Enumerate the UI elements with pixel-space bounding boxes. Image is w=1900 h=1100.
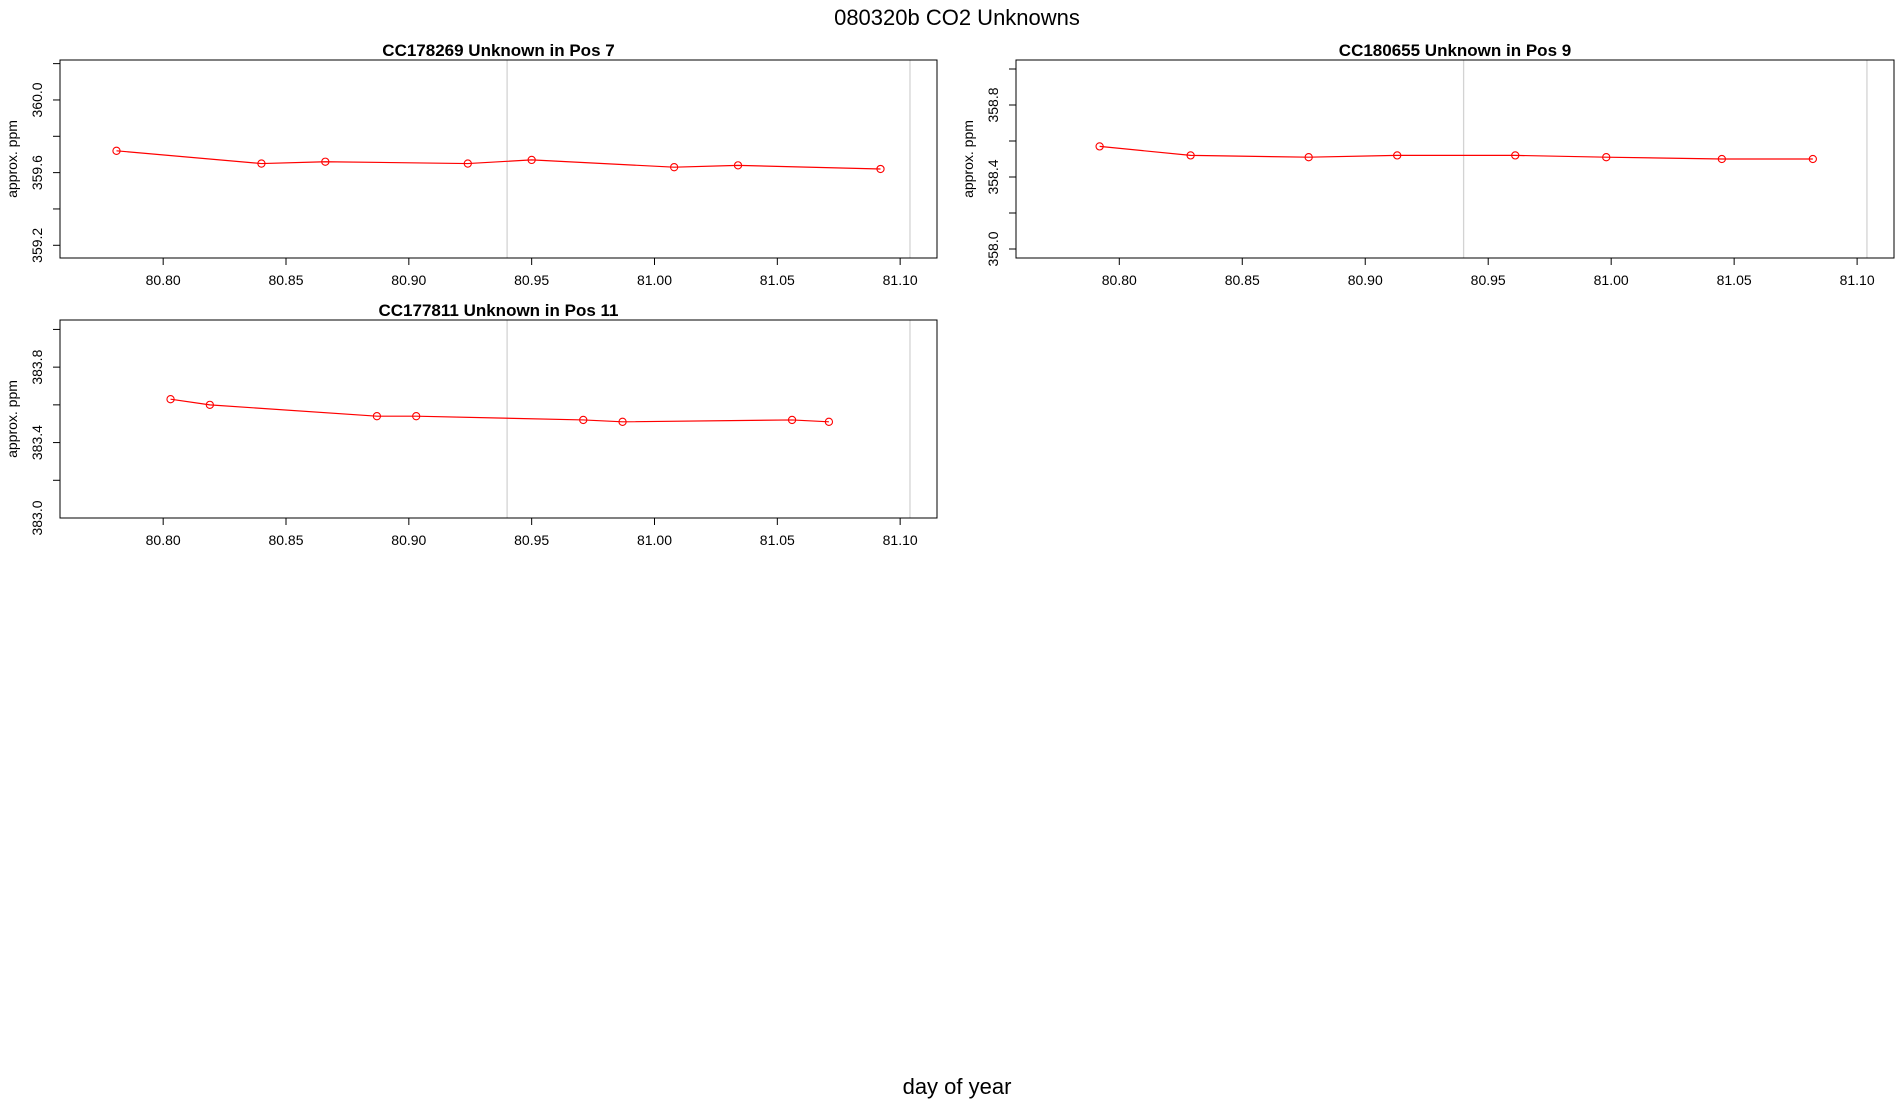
panel-3: CC177811 Unknown in Pos 11 80.80 80.85 80.9… [4, 301, 938, 548]
panel-1-point-8 [876, 164, 885, 174]
panel-1-y-axis-label: approx. ppm [4, 120, 20, 198]
panel-1-point-7 [733, 161, 743, 170]
panel-3-point-5 [579, 415, 588, 425]
panel-3-series-line [170, 398, 829, 423]
panel-2-point-7 [1717, 154, 1726, 164]
panel-2-xtick-label-3: 80.90 [1348, 272, 1383, 288]
panel-1-point-2 [257, 159, 266, 168]
panel-2-y-axis-label: approx. ppm [960, 120, 976, 198]
panel-3-ytick-label-3: 383.8 [29, 349, 45, 384]
panel-1-series-line [116, 150, 881, 170]
panel-3-ytick-label-2: 383.4 [29, 425, 45, 460]
panel-1-point-6 [669, 163, 679, 172]
x-axis-label: day of year [903, 1074, 1012, 1099]
figure-title: 080320b CO2 Unknowns [834, 5, 1080, 30]
panel-3-point-7 [787, 415, 797, 425]
panel-3-xtick-label-6: 81.05 [760, 532, 795, 548]
panel-2-title: CC180655 Unknown in Pos 9 [1339, 41, 1571, 60]
panel-3-xtick-label-4: 80.95 [514, 532, 549, 548]
panel-3-ytick-label-1: 383.0 [29, 500, 45, 535]
panel-1-ytick-label-2: 359.6 [29, 155, 45, 190]
panel-1-xtick-label-7: 81.10 [883, 272, 918, 288]
panel-3-point-6 [618, 417, 627, 426]
panel-1-xtick-label-1: 80.80 [146, 272, 181, 288]
panel-3-xtick-label-7: 81.10 [883, 532, 918, 548]
panels: CC178269 Unknown in Pos 7 80.80 80.85 80.90… [4, 41, 1895, 548]
panel-3-xtick-label-1: 80.80 [146, 532, 181, 548]
panel-2-xtick-label-1: 80.80 [1102, 272, 1137, 288]
panel-1: CC178269 Unknown in Pos 7 80.80 80.85 80.90… [4, 41, 938, 288]
panel-2-point-3 [1304, 153, 1313, 162]
panel-2-xtick-label-7: 81.10 [1840, 272, 1875, 288]
panel-2-xtick-label-5: 81.00 [1594, 272, 1629, 288]
panel-2-point-4 [1393, 151, 1402, 160]
panel-2-xtick-label-6: 81.05 [1717, 272, 1752, 288]
panel-1-xtick-label-2: 80.85 [268, 272, 303, 288]
panel-3-frame [59, 319, 938, 519]
panel-1-point-1 [112, 146, 121, 155]
panel-2-point-5 [1511, 151, 1520, 160]
panel-3-point-4 [412, 412, 421, 421]
panel-3-xtick-label-3: 80.90 [391, 532, 426, 548]
panel-3-title: CC177811 Unknown in Pos 11 [379, 301, 619, 320]
panel-1-xtick-label-3: 80.90 [391, 272, 426, 288]
panel-1-ytick-label-1: 359.2 [29, 228, 45, 263]
panel-1-xtick-label-6: 81.05 [760, 272, 795, 288]
panel-1-xtick-label-5: 81.00 [637, 272, 672, 288]
panel-1-point-4 [463, 159, 472, 168]
panel-3-point-8 [824, 417, 834, 426]
panel-2-point-2 [1186, 151, 1195, 160]
panel-1-point-5 [527, 155, 536, 165]
panel-1-ytick-label-3: 360.0 [29, 82, 45, 117]
panel-2-series-line [1099, 145, 1813, 160]
panel-1-title: CC178269 Unknown in Pos 7 [382, 41, 614, 60]
panel-3-point-3 [372, 412, 382, 421]
panel-3-y-axis-label: approx. ppm [4, 380, 20, 458]
panel-3-point-2 [205, 400, 215, 410]
panel-3-xtick-label-2: 80.85 [268, 532, 303, 548]
panel-3-point-1 [166, 395, 175, 404]
panel-2-point-1 [1095, 142, 1104, 151]
panel-2-xtick-label-2: 80.85 [1225, 272, 1260, 288]
panel-2-frame [1015, 59, 1895, 259]
panel-1-point-3 [321, 157, 330, 166]
panel-3-xtick-label-5: 81.00 [637, 532, 672, 548]
panel-2-xtick-label-4: 80.95 [1471, 272, 1506, 288]
panel-2-point-6 [1602, 153, 1611, 162]
panel-2-point-8 [1808, 154, 1817, 164]
panel-2: CC180655 Unknown in Pos 9 80.80 80.85 80.90… [960, 41, 1895, 288]
panel-1-frame [59, 59, 938, 259]
panel-2-ytick-label-3: 358.8 [985, 87, 1001, 122]
panel-2-ytick-label-2: 358.4 [985, 159, 1001, 194]
panel-2-ytick-label-1: 358.0 [985, 231, 1001, 266]
panel-1-xtick-label-4: 80.95 [514, 272, 549, 288]
